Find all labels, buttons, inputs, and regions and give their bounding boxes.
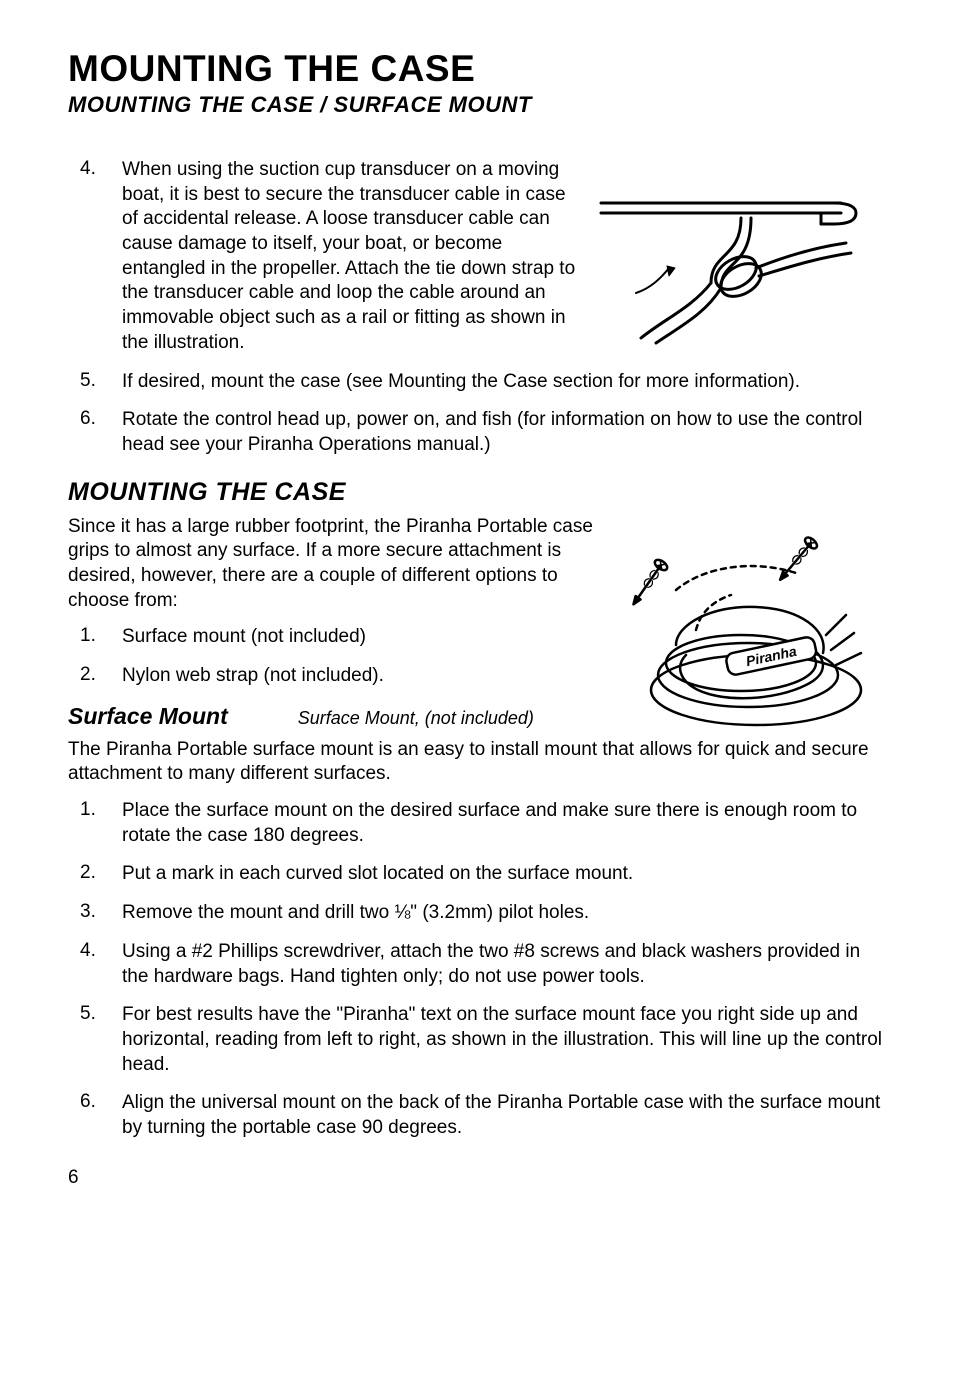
main-title: MOUNTING THE CASE <box>68 48 886 90</box>
item-text: Remove the mount and drill two ⅛" (3.2mm… <box>122 901 589 926</box>
sub-title: MOUNTING THE CASE / SURFACE MOUNT <box>68 92 886 118</box>
item-text: When using the suction cup transducer on… <box>122 158 576 356</box>
mount-section-row: Since it has a large rubber footprint, t… <box>68 515 886 738</box>
item-number: 6. <box>68 1091 122 1140</box>
item-text: For best results have the "Piranha" text… <box>122 1003 886 1077</box>
item-text: Using a #2 Phillips screwdriver, attach … <box>122 940 886 989</box>
page-number: 6 <box>68 1167 886 1189</box>
item-number: 2. <box>68 862 122 887</box>
row-item-4: 4. When using the suction cup transducer… <box>68 158 886 370</box>
item-text: Place the surface mount on the desired s… <box>122 799 886 848</box>
list-item: 2. Nylon web strap (not included). <box>68 664 606 689</box>
item-text: Put a mark in each curved slot located o… <box>122 862 633 887</box>
list-item: 1. Place the surface mount on the desire… <box>68 799 886 848</box>
section-title: MOUNTING THE CASE <box>68 478 886 507</box>
list-item: 5. If desired, mount the case (see Mount… <box>68 370 886 395</box>
item-number: 6. <box>68 408 122 457</box>
item-number: 1. <box>68 799 122 848</box>
list-item: 6. Rotate the control head up, power on,… <box>68 408 886 457</box>
list-item: 4. Using a #2 Phillips screwdriver, atta… <box>68 940 886 989</box>
item-number: 1. <box>68 625 122 650</box>
list-item: 1. Surface mount (not included) <box>68 625 606 650</box>
list-item: 3. Remove the mount and drill two ⅛" (3.… <box>68 901 886 926</box>
list-item: 4. When using the suction cup transducer… <box>68 158 576 356</box>
item-number: 4. <box>68 158 122 356</box>
item-text: If desired, mount the case (see Mounting… <box>122 370 800 395</box>
item-text: Rotate the control head up, power on, an… <box>122 408 886 457</box>
item-number: 5. <box>68 1003 122 1077</box>
item-text: Align the universal mount on the back of… <box>122 1091 886 1140</box>
list-item: 5. For best results have the "Piranha" t… <box>68 1003 886 1077</box>
item-number: 2. <box>68 664 122 689</box>
item-text: Nylon web strap (not included). <box>122 664 384 689</box>
item-number: 3. <box>68 901 122 926</box>
list-item: 2. Put a mark in each curved slot locate… <box>68 862 886 887</box>
subsection-para: The Piranha Portable surface mount is an… <box>68 738 886 787</box>
item-number: 4. <box>68 940 122 989</box>
item-number: 5. <box>68 370 122 395</box>
page: MOUNTING THE CASE MOUNTING THE CASE / SU… <box>0 0 954 1219</box>
rail-illustration <box>576 158 886 348</box>
subsection-title: Surface Mount <box>68 703 228 730</box>
subsection-header: Surface Mount Surface Mount, (not includ… <box>68 703 606 730</box>
illustration-caption: Surface Mount, (not included) <box>298 708 534 729</box>
section-para: Since it has a large rubber footprint, t… <box>68 515 606 614</box>
list-item: 6. Align the universal mount on the back… <box>68 1091 886 1140</box>
surface-mount-illustration: Piranha <box>606 515 886 738</box>
item-text: Surface mount (not included) <box>122 625 366 650</box>
